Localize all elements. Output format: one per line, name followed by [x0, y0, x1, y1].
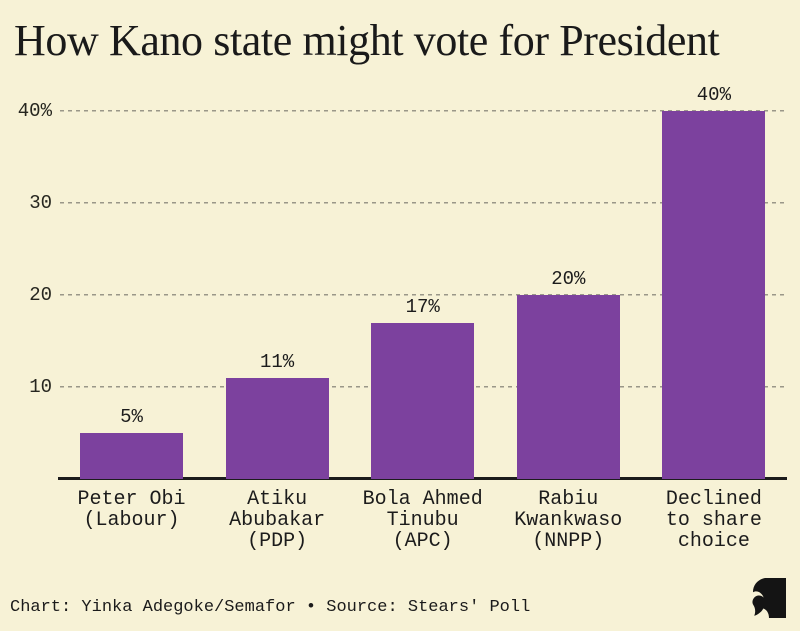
gridline [60, 202, 787, 204]
bar [80, 433, 183, 479]
x-category-label: Declined to share choice [665, 488, 762, 553]
bar [371, 322, 475, 479]
y-tick-label: 40% [17, 100, 52, 122]
bar-value-label: 40% [696, 84, 731, 106]
x-category-label: Rabiu Kwankwaso (NNPP) [514, 488, 623, 553]
bar-value-label: 5% [120, 406, 143, 428]
x-category-label: Peter Obi (Labour) [77, 488, 186, 532]
bar [225, 377, 329, 479]
bar-value-label: 20% [551, 268, 586, 290]
gridline [60, 294, 787, 296]
x-category-label: Atiku Abubakar (PDP) [229, 488, 326, 553]
bar [516, 295, 620, 479]
bar [662, 111, 766, 479]
gridline [60, 110, 787, 112]
bar-value-label: 17% [405, 295, 440, 318]
chart-title: How Kano state might vote for President [14, 16, 720, 65]
bar-value-label: 11% [259, 350, 295, 373]
y-tick-label: 30 [29, 192, 52, 214]
semafor-logo-icon [752, 578, 786, 623]
attribution-text: Chart: Yinka Adegoke/Semafor • Source: S… [10, 598, 531, 617]
y-tick-label: 20 [29, 284, 52, 306]
x-category-label: Bola Ahmed Tinubu (APC) [362, 488, 483, 553]
y-tick-label: 10 [29, 376, 52, 398]
